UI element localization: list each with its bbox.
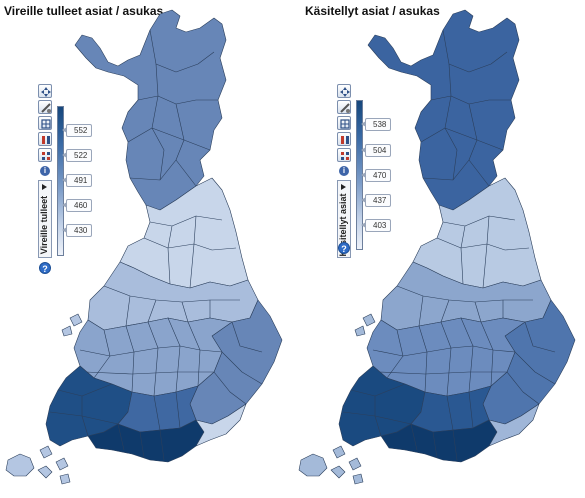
measure-icon — [340, 103, 350, 113]
map-panel-left: Vireille tulleet asiat / asukas — [0, 0, 292, 498]
info-button[interactable]: i — [40, 166, 50, 176]
measure-icon — [41, 103, 51, 113]
measure-button[interactable] — [38, 100, 52, 114]
measure-button[interactable] — [337, 100, 351, 114]
legend-tick-label: 491 — [61, 174, 93, 187]
legend-tick-label: 552 — [61, 124, 93, 137]
variable-selector[interactable]: Käsitellyt asiat — [337, 180, 351, 258]
layer-icon — [41, 119, 51, 129]
variable-selector[interactable]: Vireille tulleet — [38, 180, 52, 258]
legend-tick-label: 538 — [360, 118, 392, 131]
pan-button[interactable] — [38, 84, 52, 98]
finland-choropleth-map[interactable] — [0, 0, 292, 498]
region-southwest[interactable] — [338, 365, 426, 447]
help-button[interactable]: ? — [39, 262, 51, 274]
map-title: Käsitellyt asiat / asukas — [305, 4, 440, 18]
map-toolbar: i Käsitellyt asiat ? — [337, 84, 357, 264]
region-aland[interactable] — [5, 453, 35, 477]
legend-tick-label: 470 — [360, 169, 392, 182]
expand-arrow-icon — [341, 184, 346, 190]
info-button[interactable]: i — [339, 166, 349, 176]
region-aland[interactable] — [298, 453, 328, 477]
map-panel-right: Käsitellyt asiat / asukas — [293, 0, 585, 498]
finland-choropleth-map[interactable] — [293, 0, 585, 498]
map-toolbar: i Vireille tulleet ? — [38, 84, 58, 274]
filter-icon — [42, 136, 50, 144]
layer-icon — [340, 119, 350, 129]
filter-button[interactable] — [38, 132, 52, 146]
region-southwest[interactable] — [45, 365, 133, 447]
palette-button[interactable] — [337, 148, 351, 162]
legend-tick-label: 504 — [360, 144, 392, 157]
filter-icon — [341, 136, 349, 144]
filter-button[interactable] — [337, 132, 351, 146]
pan-icon — [340, 87, 350, 97]
region-southeast[interactable] — [488, 403, 540, 447]
palette-icon — [42, 152, 50, 160]
variable-label: Vireille tulleet — [39, 195, 49, 255]
legend-tick-label: 403 — [360, 219, 392, 232]
legend-tick-label: 460 — [61, 199, 93, 212]
map-title: Vireille tulleet asiat / asukas — [4, 4, 164, 18]
pan-button[interactable] — [337, 84, 351, 98]
palette-button[interactable] — [38, 148, 52, 162]
layer-button[interactable] — [38, 116, 52, 130]
legend-tick-label: 522 — [61, 149, 93, 162]
layer-button[interactable] — [337, 116, 351, 130]
region-southeast[interactable] — [195, 403, 247, 447]
legend-tick-label: 430 — [61, 224, 93, 237]
region-north[interactable] — [74, 9, 227, 215]
legend-tick-label: 437 — [360, 194, 392, 207]
palette-icon — [341, 152, 349, 160]
expand-arrow-icon — [42, 184, 47, 190]
region-north[interactable] — [367, 9, 520, 215]
help-button[interactable]: ? — [338, 242, 350, 254]
pan-icon — [41, 87, 51, 97]
